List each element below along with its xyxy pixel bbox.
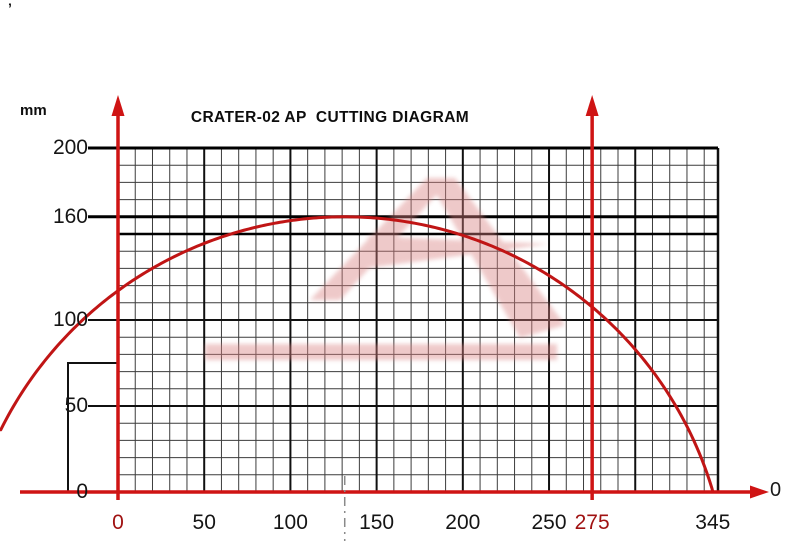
watermark-logo <box>205 178 565 360</box>
x-tick-label: 250 <box>531 511 567 534</box>
up-arrow-icon <box>111 95 125 116</box>
x-tick-label: 200 <box>445 511 481 534</box>
x-axis-red <box>20 485 769 499</box>
y-tick-label: 100 <box>52 308 88 331</box>
vertical-arrow-0 <box>111 95 125 500</box>
chart-title: CRATER-02 AP CUTTING DIAGRAM <box>190 109 470 126</box>
y-tick-label: 50 <box>64 394 88 417</box>
vertical-arrow-275 <box>585 95 599 500</box>
stray-mark: ’ <box>8 0 12 16</box>
x-tick-label: 50 <box>192 511 216 534</box>
machine-outline <box>67 362 118 492</box>
x-axis-arrow-icon <box>750 485 769 499</box>
x-tick-label: 345 <box>695 511 731 534</box>
x-axis-end-zero-label: 0 <box>770 479 782 501</box>
y-tick-label: 160 <box>52 204 88 228</box>
x-tick-label: 100 <box>272 511 308 534</box>
y-axis-unit-label: mm <box>20 102 47 119</box>
y-tick-label: 200 <box>52 136 88 159</box>
x-tick-label: 150 <box>359 511 395 534</box>
y-tick-label: 0 <box>76 480 88 503</box>
x-tick-label: 275 <box>574 511 610 534</box>
x-tick-label: 0 <box>112 511 124 534</box>
up-arrow-icon <box>585 95 599 116</box>
